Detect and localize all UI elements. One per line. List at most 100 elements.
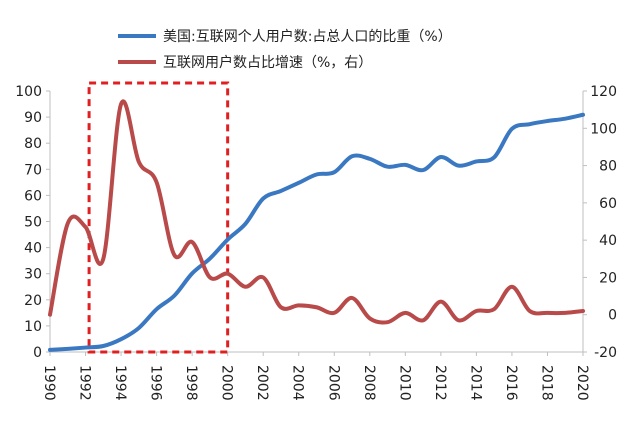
data-point-us-internet-share [279, 189, 282, 192]
left-tick-label: 10 [24, 319, 42, 335]
left-tick-label: 100 [15, 84, 42, 100]
x-tick-label: 1994 [112, 365, 128, 401]
data-point-us-internet-share [475, 160, 478, 163]
data-point-us-internet-share [66, 347, 69, 350]
x-tick-label: 2014 [467, 365, 483, 401]
x-tick-label: 2006 [325, 365, 341, 401]
x-tick-label: 1992 [77, 365, 93, 401]
right-tick-label: 60 [599, 196, 617, 212]
data-point-growth-rate [279, 306, 282, 309]
data-point-growth-rate [120, 103, 123, 106]
data-point-growth-rate [493, 308, 496, 311]
left-tick-label: 50 [24, 215, 42, 231]
data-point-growth-rate [315, 306, 318, 309]
data-point-us-internet-share [351, 155, 354, 158]
data-point-growth-rate [137, 160, 140, 163]
left-tick-label: 20 [24, 293, 42, 309]
data-point-us-internet-share [226, 238, 229, 241]
data-point-us-internet-share [155, 308, 158, 311]
data-point-us-internet-share [368, 157, 371, 160]
data-point-us-internet-share [422, 169, 425, 172]
data-point-us-internet-share [386, 165, 389, 168]
left-tick-label: 30 [24, 267, 42, 283]
data-point-us-internet-share [173, 294, 176, 297]
data-point-us-internet-share [528, 123, 531, 126]
x-tick-label: 2012 [432, 365, 448, 401]
right-tick-label: 100 [590, 121, 617, 137]
data-point-growth-rate [208, 276, 211, 279]
data-point-us-internet-share [404, 163, 407, 166]
left-tick-label: 90 [24, 110, 42, 126]
data-point-growth-rate [368, 317, 371, 320]
data-point-us-internet-share [333, 171, 336, 174]
data-point-us-internet-share [546, 120, 549, 123]
data-point-growth-rate [66, 222, 69, 225]
data-point-growth-rate [510, 285, 513, 288]
data-point-growth-rate [439, 300, 442, 303]
x-tick-label: 2010 [396, 365, 412, 401]
data-point-us-internet-share [49, 348, 52, 351]
data-point-growth-rate [422, 319, 425, 322]
series-line-growth-rate [48, 99, 585, 325]
x-tick-label: 2020 [574, 365, 590, 401]
data-point-growth-rate [546, 311, 549, 314]
data-point-us-internet-share [208, 257, 211, 260]
axes: 0 10 20 30 40 50 60 70 80 90 100 -20 0 20 40 60 80 100 120… [15, 84, 617, 401]
left-tick-label: 0 [33, 345, 42, 361]
data-point-growth-rate [155, 181, 158, 184]
data-point-growth-rate [297, 304, 300, 307]
data-point-growth-rate [457, 319, 460, 322]
legend-label-growth-rate: 互联网用户数占比增速（%，右） [163, 54, 372, 71]
data-point-us-internet-share [120, 338, 123, 341]
data-point-growth-rate [102, 257, 105, 260]
data-point-growth-rate [351, 296, 354, 299]
x-tick-label: 2002 [254, 365, 270, 401]
series-line-us-internet-share [48, 112, 585, 352]
x-tick-label: 2018 [538, 365, 554, 401]
x-tick-label: 1996 [148, 365, 164, 401]
right-tick-label: 20 [599, 270, 617, 286]
x-tick-label: 1990 [41, 365, 57, 401]
right-tick-label: -20 [594, 345, 617, 361]
data-point-growth-rate [564, 311, 567, 314]
data-point-growth-rate [404, 311, 407, 314]
legend: 美国:互联网个人用户数:占总人口的比重（%） 互联网用户数占比增速（%，右） [118, 28, 452, 71]
x-tick-label: 2008 [361, 365, 377, 401]
data-point-us-internet-share [510, 127, 513, 130]
data-point-us-internet-share [102, 344, 105, 347]
data-point-us-internet-share [297, 181, 300, 184]
x-tick-label: 2016 [503, 365, 519, 401]
data-point-growth-rate [582, 309, 585, 312]
data-point-us-internet-share [84, 346, 87, 349]
data-point-us-internet-share [191, 272, 194, 275]
data-point-growth-rate [84, 226, 87, 229]
data-point-us-internet-share [315, 173, 318, 176]
data-point-us-internet-share [439, 156, 442, 159]
data-point-growth-rate [333, 311, 336, 314]
data-point-us-internet-share [262, 197, 265, 200]
data-point-growth-rate [173, 254, 176, 257]
left-tick-label: 60 [24, 188, 42, 204]
data-point-growth-rate [49, 313, 52, 316]
right-tick-label: 120 [590, 84, 617, 100]
legend-label-us-internet-share: 美国:互联网个人用户数:占总人口的比重（%） [163, 28, 452, 45]
data-point-us-internet-share [457, 164, 460, 167]
left-tick-label: 40 [24, 241, 42, 257]
x-tick-label: 1998 [183, 365, 199, 401]
data-point-us-internet-share [564, 117, 567, 120]
right-tick-label: 40 [599, 233, 617, 249]
data-point-us-internet-share [244, 222, 247, 225]
data-point-growth-rate [244, 285, 247, 288]
right-tick-label: 80 [599, 159, 617, 175]
data-point-growth-rate [191, 241, 194, 244]
data-point-us-internet-share [493, 156, 496, 159]
x-tick-label: 2000 [219, 365, 235, 401]
x-tick-label: 2004 [290, 365, 306, 401]
data-point-growth-rate [226, 272, 229, 275]
data-point-us-internet-share [137, 326, 140, 329]
data-point-growth-rate [262, 276, 265, 279]
series-lines [48, 99, 585, 352]
data-point-growth-rate [528, 309, 531, 312]
